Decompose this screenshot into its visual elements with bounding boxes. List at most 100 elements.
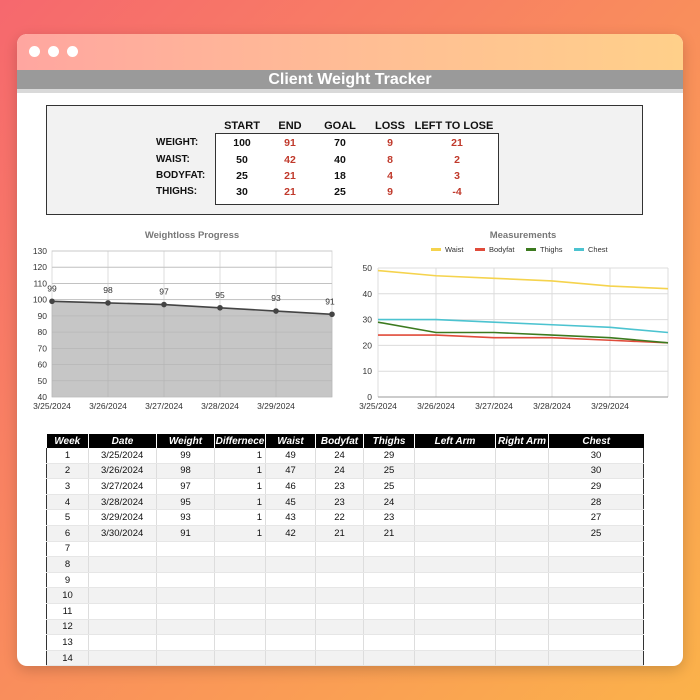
table-cell[interactable] — [315, 603, 364, 620]
table-cell[interactable]: 97 — [156, 478, 215, 495]
table-cell[interactable] — [265, 572, 316, 589]
table-cell[interactable] — [495, 478, 549, 495]
table-cell[interactable] — [414, 525, 496, 542]
table-cell[interactable] — [495, 556, 549, 573]
table-cell[interactable]: 5 — [46, 509, 89, 526]
table-cell[interactable] — [156, 634, 215, 651]
table-cell[interactable] — [414, 494, 496, 511]
table-cell[interactable] — [414, 572, 496, 589]
table-cell[interactable]: 98 — [156, 463, 215, 480]
table-cell[interactable] — [88, 556, 157, 573]
table-cell[interactable] — [495, 525, 549, 542]
table-cell[interactable]: 1 — [214, 525, 266, 542]
table-cell[interactable] — [363, 650, 415, 666]
table-cell[interactable] — [88, 587, 157, 604]
table-cell[interactable]: 4 — [46, 494, 89, 511]
table-cell[interactable] — [214, 572, 266, 589]
table-cell[interactable]: 1 — [214, 478, 266, 495]
table-cell[interactable] — [214, 556, 266, 573]
table-cell[interactable]: 12 — [46, 619, 89, 636]
table-cell[interactable] — [495, 541, 549, 558]
table-cell[interactable] — [495, 463, 549, 480]
table-cell[interactable] — [214, 619, 266, 636]
table-cell[interactable]: 25 — [363, 478, 415, 495]
table-cell[interactable] — [414, 603, 496, 620]
table-cell[interactable]: 1 — [214, 463, 266, 480]
table-cell[interactable] — [414, 650, 496, 666]
table-cell[interactable] — [363, 541, 415, 558]
table-cell[interactable]: 14 — [46, 650, 89, 666]
table-cell[interactable]: 3/28/2024 — [88, 494, 157, 511]
table-cell[interactable] — [414, 541, 496, 558]
table-cell[interactable] — [363, 556, 415, 573]
table-cell[interactable]: 1 — [214, 448, 266, 464]
table-cell[interactable]: 29 — [363, 448, 415, 464]
table-cell[interactable]: 6 — [46, 525, 89, 542]
table-cell[interactable]: 22 — [315, 509, 364, 526]
table-cell[interactable] — [495, 634, 549, 651]
table-cell[interactable] — [156, 572, 215, 589]
table-cell[interactable] — [414, 478, 496, 495]
table-cell[interactable]: 1 — [214, 494, 266, 511]
table-cell[interactable]: 47 — [265, 463, 316, 480]
table-cell[interactable]: 99 — [156, 448, 215, 464]
table-cell[interactable]: 46 — [265, 478, 316, 495]
table-cell[interactable] — [156, 603, 215, 620]
table-cell[interactable] — [548, 619, 644, 636]
window-control-dot-3[interactable] — [67, 46, 78, 57]
table-cell[interactable] — [414, 463, 496, 480]
table-cell[interactable] — [214, 650, 266, 666]
table-cell[interactable] — [548, 556, 644, 573]
table-cell[interactable] — [495, 587, 549, 604]
table-cell[interactable] — [548, 572, 644, 589]
table-cell[interactable]: 13 — [46, 634, 89, 651]
table-cell[interactable]: 1 — [46, 448, 89, 464]
table-cell[interactable]: 25 — [548, 525, 644, 542]
table-cell[interactable] — [156, 556, 215, 573]
window-control-dot-1[interactable] — [29, 46, 40, 57]
table-cell[interactable]: 30 — [548, 463, 644, 480]
table-cell[interactable] — [214, 541, 266, 558]
table-cell[interactable]: 27 — [548, 509, 644, 526]
table-cell[interactable]: 3/26/2024 — [88, 463, 157, 480]
table-cell[interactable] — [265, 556, 316, 573]
table-cell[interactable] — [156, 619, 215, 636]
table-cell[interactable] — [414, 556, 496, 573]
table-cell[interactable]: 91 — [156, 525, 215, 542]
table-cell[interactable]: 29 — [548, 478, 644, 495]
table-cell[interactable] — [88, 634, 157, 651]
table-cell[interactable] — [414, 509, 496, 526]
table-cell[interactable] — [265, 587, 316, 604]
table-cell[interactable] — [495, 448, 549, 464]
table-cell[interactable] — [315, 556, 364, 573]
table-cell[interactable] — [315, 634, 364, 651]
table-cell[interactable]: 93 — [156, 509, 215, 526]
table-cell[interactable] — [414, 587, 496, 604]
table-cell[interactable] — [315, 572, 364, 589]
table-cell[interactable]: 10 — [46, 587, 89, 604]
table-cell[interactable] — [265, 634, 316, 651]
table-cell[interactable]: 3/27/2024 — [88, 478, 157, 495]
table-cell[interactable]: 3/30/2024 — [88, 525, 157, 542]
table-cell[interactable] — [88, 603, 157, 620]
table-cell[interactable]: 9 — [46, 572, 89, 589]
table-cell[interactable] — [363, 572, 415, 589]
table-cell[interactable] — [88, 541, 157, 558]
table-cell[interactable]: 42 — [265, 525, 316, 542]
table-cell[interactable] — [548, 634, 644, 651]
table-cell[interactable] — [495, 650, 549, 666]
table-cell[interactable]: 7 — [46, 541, 89, 558]
table-cell[interactable] — [495, 572, 549, 589]
table-cell[interactable]: 1 — [214, 509, 266, 526]
table-cell[interactable] — [315, 619, 364, 636]
table-cell[interactable]: 23 — [315, 478, 364, 495]
table-cell[interactable] — [265, 541, 316, 558]
table-cell[interactable]: 24 — [315, 463, 364, 480]
table-cell[interactable] — [265, 603, 316, 620]
table-cell[interactable]: 45 — [265, 494, 316, 511]
table-cell[interactable]: 24 — [315, 448, 364, 464]
table-cell[interactable]: 25 — [363, 463, 415, 480]
table-cell[interactable] — [414, 619, 496, 636]
table-cell[interactable] — [156, 587, 215, 604]
table-cell[interactable] — [156, 541, 215, 558]
